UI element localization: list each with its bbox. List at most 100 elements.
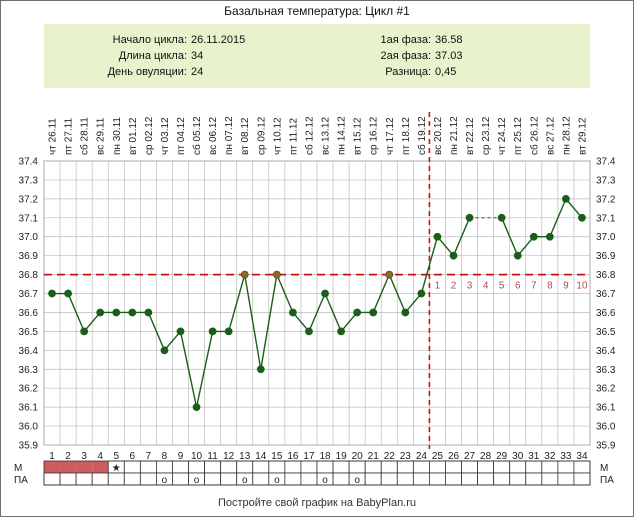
temperature-line-segment [163,330,182,351]
day-number-label: 21 [368,451,380,462]
pa-row-cell [43,472,61,486]
y-tick-label-left: 36.4 [19,346,39,357]
date-label: пт 25.12 [513,117,524,155]
day-number-label: 17 [303,451,315,462]
pa-row-cell [412,472,430,486]
date-label: вс 13.12 [321,117,332,155]
y-tick-label-right: 36.7 [596,289,616,300]
m-row-cell [380,460,398,474]
y-tick-label-left: 37.0 [19,232,39,243]
m-row-cell [461,460,478,474]
date-label: вс 06.12 [208,117,219,155]
temperature-line-segment [404,293,422,313]
day-number-label: 6 [130,451,136,462]
day-number-label: 7 [146,451,152,462]
day-number-label: 26 [448,451,460,462]
pa-row-circle-icon: o [162,475,168,486]
ovulation-day-value: 24 [191,66,204,78]
phase2-day-number: 7 [531,281,537,292]
temperature-line-segment [452,217,471,256]
temperature-point [64,289,72,298]
y-tick-label-right: 37.1 [596,213,616,224]
day-number-label: 15 [271,451,283,462]
y-tick-label-left: 37.2 [19,194,39,205]
day-number-label: 18 [319,451,331,462]
m-row-cell [396,460,414,474]
day-number-label: 25 [432,451,444,462]
pa-row-circle-icon: o [242,475,248,486]
pa-row-cell [461,472,478,486]
temperature-line-segment [436,236,455,257]
m-row-cell [573,460,591,474]
date-label: пт 18.12 [401,117,412,155]
y-tick-label-right: 36.8 [596,270,616,281]
temperature-point [513,251,522,260]
m-row-cell [268,460,286,474]
temperature-point [529,232,538,241]
temperature-line-segment [228,274,246,332]
pa-row-label-right: ПА [600,475,614,486]
day-number-label: 20 [352,451,364,462]
temperature-point [562,194,570,203]
y-tick-label-right: 36.2 [596,384,616,395]
temperature-point [578,213,586,222]
temperature-line-segment [147,312,166,351]
phase2-day-number: 2 [451,281,457,292]
day-number-label: 8 [162,451,168,462]
m-row-cell [236,460,254,474]
ma-grid-border [43,460,591,486]
date-label: сб 12.12 [303,116,315,155]
phase2-day-number: 10 [576,281,588,292]
day-number-label: 10 [191,451,203,462]
m-row-cell [139,460,157,474]
date-label: ср 16.12 [369,116,380,155]
temperature-point [337,327,345,336]
temperature-point [433,232,442,241]
pa-row-circle-icon: o [354,475,360,486]
temperature-point [240,270,249,279]
m-row-cell [332,460,350,474]
temperature-point [80,327,89,336]
m-row-cell [220,460,238,474]
y-tick-label-left: 35.9 [19,441,39,452]
y-tick-label-right: 37.4 [596,157,616,168]
date-label: чт 10.12 [272,117,283,155]
pa-row-cell [332,472,350,486]
temperature-line-segment [244,274,262,370]
temperature-point [417,289,426,298]
date-label: сб 28.11 [79,117,91,155]
pa-row-cell [477,472,495,486]
temperature-line-segment [324,293,342,332]
cycle-info-panel: Начало цикла: 26.11.2015 1ая фаза: 36.58… [44,24,590,88]
pa-row-cell [172,472,189,486]
day-number-label: 2 [65,451,71,462]
date-label: ср 02.12 [144,116,155,155]
temperature-point [256,365,265,374]
phase1-value: 36.58 [435,34,463,46]
temperature-line-segment [276,274,294,313]
y-tick-label-right: 36.5 [596,327,616,338]
phase2-day-number: 1 [435,281,441,292]
pa-row-cell [59,472,77,486]
date-label: сб 19.12 [416,116,428,155]
date-label: вт 01.12 [128,117,139,155]
y-tick-label-left: 36.0 [19,422,39,433]
m-row-cell [300,460,318,474]
m-row-cell [348,460,366,474]
pa-row-circle-icon: o [322,475,328,486]
temperature-point [112,308,121,317]
pa-row-cell [509,472,527,486]
date-label: вт 29.12 [577,117,588,155]
temperature-point [305,327,313,336]
day-number-label: 12 [223,451,235,462]
m-row-cell [92,461,109,473]
y-tick-label-left: 36.8 [19,270,39,281]
temperature-point [208,327,217,336]
cycle-start-label: Начало цикла: [112,34,187,46]
m-row-cell [76,461,93,473]
date-label: ср 09.12 [256,116,267,155]
pa-row-cell [557,472,575,486]
difference-value: 0,45 [435,66,457,78]
phase1-label: 1ая фаза: [380,34,431,46]
pa-row-cell [139,472,157,486]
